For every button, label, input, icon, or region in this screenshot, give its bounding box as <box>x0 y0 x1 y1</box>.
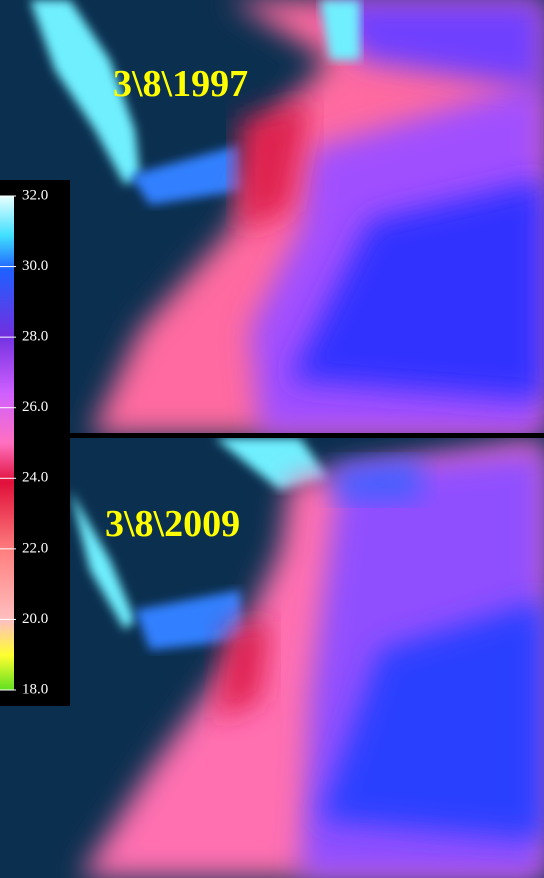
tick-label: 30.0 <box>22 258 48 274</box>
panel-2009 <box>70 438 544 878</box>
tick-label: 20.0 <box>22 611 48 627</box>
tick-label: 26.0 <box>22 399 48 415</box>
tick-label: 24.0 <box>22 470 48 486</box>
tick-label: 28.0 <box>22 329 48 345</box>
colorbar: 32.0 30.0 28.0 26.0 24.0 22.0 20.0 18.0 <box>0 180 70 706</box>
tick-label: 22.0 <box>22 540 48 556</box>
date-label: 3\8\2009 <box>105 503 240 545</box>
colorbar-strip <box>0 196 14 690</box>
divider <box>0 433 544 438</box>
panel-1997 <box>30 0 544 435</box>
date-label: 3\8\1997 <box>113 63 248 105</box>
tick-label: 32.0 <box>22 187 48 203</box>
tick-label: 18.0 <box>22 681 48 697</box>
